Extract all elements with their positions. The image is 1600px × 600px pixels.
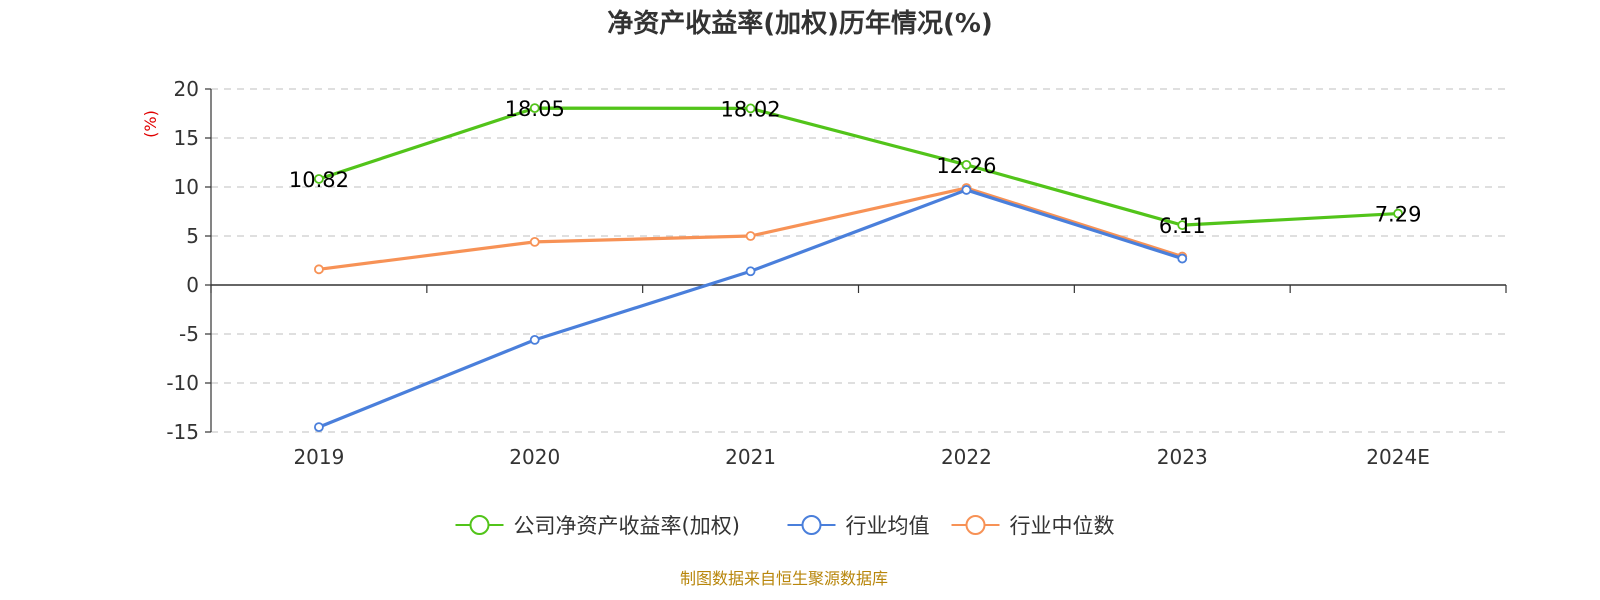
y-axis-label: (%) — [141, 110, 160, 138]
x-tick-label: 2023 — [1157, 445, 1208, 469]
y-tick-label: -5 — [179, 322, 199, 346]
data-point — [745, 231, 756, 241]
data-label: 10.82 — [289, 168, 349, 192]
grid-lines — [211, 88, 1506, 433]
chart-title: 净资产收益率(加权)历年情况(%) — [607, 8, 993, 39]
legend-label: 公司净资产收益率(加权) — [514, 514, 740, 538]
series-line — [318, 106, 1399, 227]
data-point — [1393, 208, 1403, 219]
legend: 公司净资产收益率(加权) 行业均值 行业中位数 — [455, 514, 1115, 538]
data-label: 6.11 — [1159, 214, 1206, 238]
series-line — [318, 188, 1183, 429]
y-tick-label: 15 — [174, 126, 199, 150]
data-point — [961, 185, 972, 195]
source-note: 制图数据来自恒生聚源数据库 — [680, 569, 888, 588]
data-point — [1177, 253, 1188, 264]
data-point — [529, 236, 540, 247]
data-point — [529, 103, 540, 114]
y-tick-label: -15 — [166, 420, 199, 444]
x-tick-label: 2021 — [725, 445, 776, 469]
data-point — [745, 103, 756, 114]
series-lines — [314, 103, 1403, 433]
y-tick-label: 5 — [186, 224, 199, 248]
axes: 20 15 10 5 0 -5 -10 -15 2019 2020 2021 2022 2023 2024… — [166, 77, 1507, 469]
x-tick-label: 2024E — [1366, 445, 1430, 469]
x-tick-label: 2022 — [941, 445, 992, 469]
data-point — [529, 334, 540, 345]
data-label: 7.29 — [1375, 203, 1422, 227]
legend-item[interactable]: 行业均值 — [787, 514, 930, 538]
data-point — [1177, 220, 1188, 231]
data-point — [745, 266, 756, 277]
data-label: 18.05 — [505, 97, 565, 121]
y-tick-label: 0 — [186, 273, 199, 297]
series-line — [318, 186, 1183, 271]
x-tick-label: 2019 — [293, 445, 344, 469]
data-point — [314, 264, 324, 275]
data-point — [961, 159, 972, 170]
data-label: 18.02 — [721, 97, 781, 121]
legend-item[interactable]: 行业中位数 — [951, 514, 1115, 538]
data-labels: 10.82 18.05 18.02 12.26 6.11 7.29 — [289, 97, 1422, 238]
legend-swatch-circle — [965, 515, 986, 535]
y-tick-label: 20 — [174, 77, 199, 101]
legend-item[interactable]: 公司净资产收益率(加权) — [455, 514, 740, 538]
legend-label: 行业中位数 — [1010, 514, 1115, 538]
y-tick-label: -10 — [166, 371, 199, 395]
x-tick-label: 2020 — [509, 445, 560, 469]
legend-swatch-circle — [469, 515, 490, 535]
data-point — [314, 422, 324, 433]
data-label: 12.26 — [936, 154, 996, 178]
legend-label: 行业均值 — [846, 514, 930, 538]
legend-swatch-circle — [801, 515, 822, 535]
y-tick-label: 10 — [174, 175, 199, 199]
data-point — [314, 174, 324, 184]
